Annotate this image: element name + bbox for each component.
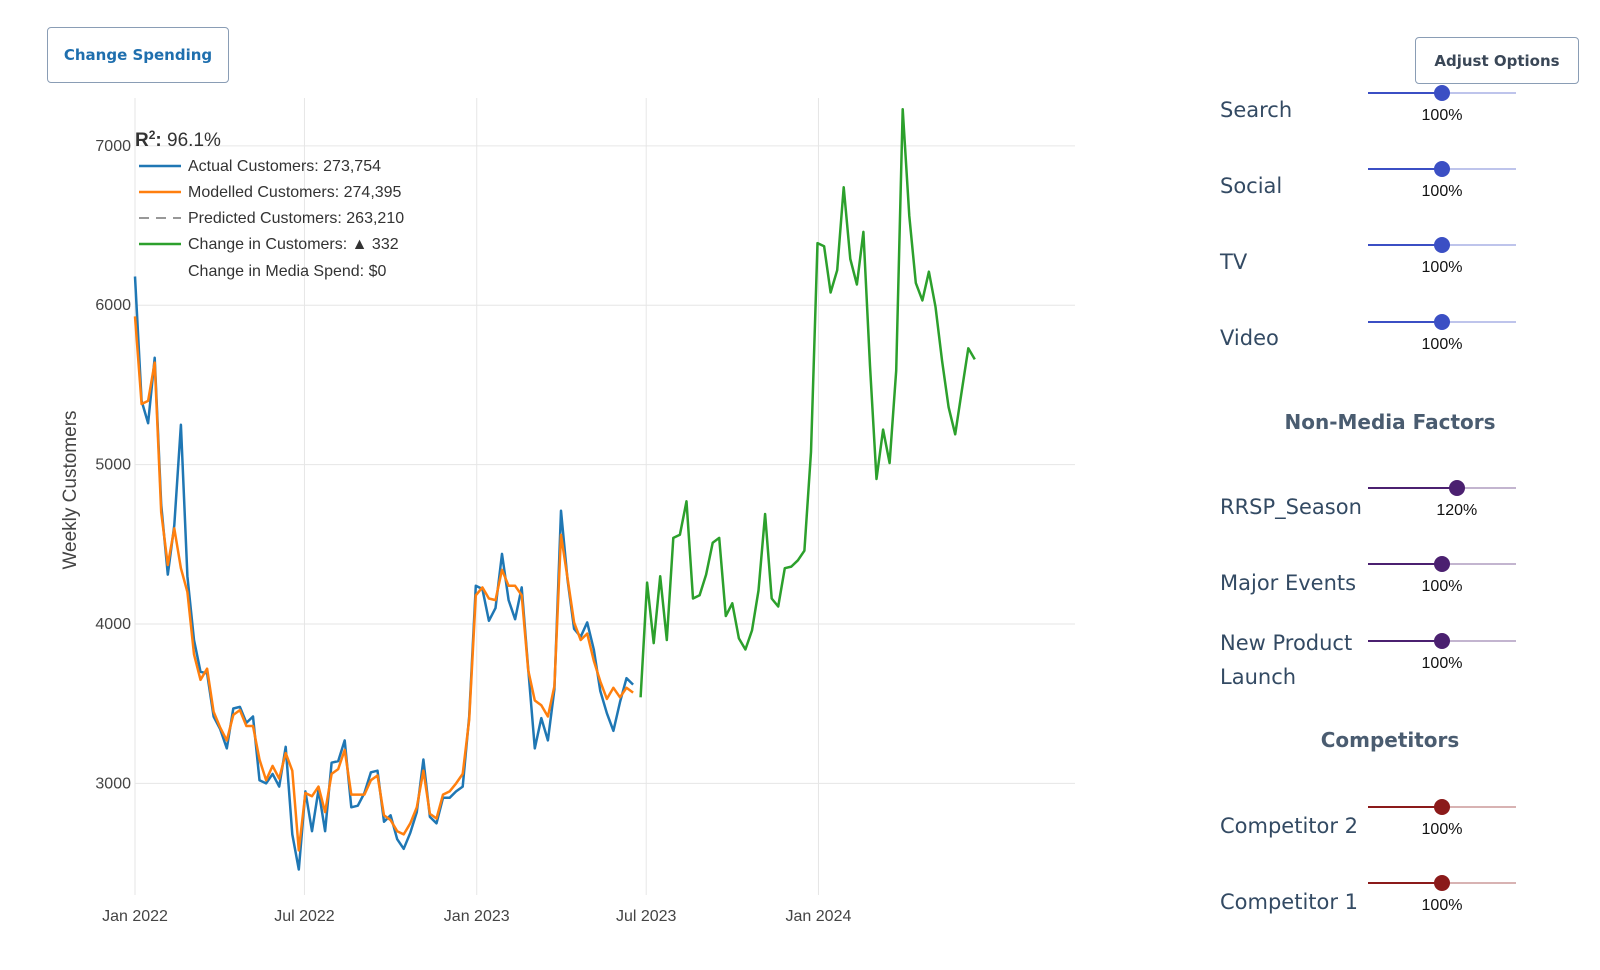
- y-tick-label: 3000: [95, 775, 131, 792]
- slider-nonmedia-1-value: 100%: [1421, 578, 1463, 595]
- x-tick-label: Jan 2023: [444, 908, 510, 925]
- slider-search-value: 100%: [1421, 107, 1463, 124]
- slider-label-launch: Launch: [1220, 665, 1297, 689]
- legend-change-spend: Change in Media Spend: $0: [188, 263, 386, 280]
- r2-readout: R2: 96.1%: [135, 128, 221, 151]
- slider-social-handle[interactable]: [1434, 161, 1450, 177]
- slider-nonmedia-0-value: 120%: [1436, 502, 1478, 519]
- chart-legend: R2: 96.1% Actual Customers: 273,754 Mode…: [135, 128, 404, 280]
- line-chart: 3000 4000 5000 6000 7000 Jan 2022 Jul 2022 Jan …: [60, 98, 1075, 925]
- slider-label-competitor-2: Competitor 2: [1220, 814, 1359, 838]
- slider-label-search: Search: [1220, 98, 1293, 122]
- slider-label-competitor-1: Competitor 1: [1220, 890, 1359, 914]
- y-axis-label: Weekly Customers: [60, 410, 81, 569]
- r2-colon: :: [155, 130, 161, 151]
- legend-predicted: Predicted Customers: 263,210: [188, 210, 404, 227]
- x-tick-label: Jan 2024: [786, 908, 852, 925]
- slider-tv-value: 100%: [1421, 259, 1463, 276]
- slider-label-tv: TV: [1220, 250, 1248, 274]
- slider-competitor-0-value: 100%: [1421, 821, 1463, 838]
- slider-nonmedia-0-track[interactable]: [1368, 487, 1516, 489]
- slider-video-handle[interactable]: [1434, 314, 1450, 330]
- slider-video-value: 100%: [1421, 336, 1463, 353]
- slider-label-major-events: Major Events: [1220, 571, 1357, 595]
- competitors-heading: Competitors: [1320, 728, 1460, 752]
- slider-competitor-0-handle[interactable]: [1434, 799, 1450, 815]
- y-tick-label: 7000: [95, 138, 131, 155]
- adjust-options-button[interactable]: Adjust Options: [1415, 37, 1579, 84]
- slider-nonmedia-2-handle[interactable]: [1434, 633, 1450, 649]
- slider-label-new-product: New Product: [1220, 631, 1353, 655]
- chart-axes: 3000 4000 5000 6000 7000 Jan 2022 Jul 2022 Jan …: [95, 138, 851, 925]
- slider-label-video: Video: [1220, 326, 1279, 350]
- r2-value: 96.1%: [162, 130, 221, 151]
- series-line-change-in-customers: [639, 107, 976, 698]
- change-spending-button[interactable]: Change Spending: [47, 27, 229, 83]
- slider-label-rrsp: RRSP_Season: [1220, 495, 1362, 519]
- slider-tv-handle[interactable]: [1434, 237, 1450, 253]
- slider-nonmedia-2-value: 100%: [1421, 655, 1463, 672]
- x-tick-label: Jul 2023: [616, 908, 677, 925]
- y-tick-label: 4000: [95, 616, 131, 633]
- legend-actual: Actual Customers: 273,754: [188, 158, 381, 175]
- non-media-heading: Non-Media Factors: [1284, 410, 1496, 434]
- legend-modelled: Modelled Customers: 274,395: [188, 184, 402, 201]
- y-tick-label: 6000: [95, 297, 131, 314]
- slider-label-social: Social: [1220, 174, 1283, 198]
- series-line-modelled-customers: [133, 316, 634, 852]
- chart-grid: [134, 98, 1075, 895]
- y-tick-label: 5000: [95, 457, 131, 474]
- slider-competitor-1-value: 100%: [1421, 897, 1463, 914]
- slider-search-handle[interactable]: [1434, 85, 1450, 101]
- slider-competitor-1-handle[interactable]: [1434, 875, 1450, 891]
- slider-nonmedia-0-handle[interactable]: [1448, 480, 1465, 496]
- slider-nonmedia-1-handle[interactable]: [1434, 556, 1450, 572]
- slider-social-value: 100%: [1421, 183, 1463, 200]
- legend-change-customers: Change in Customers: ▲ 332: [188, 236, 399, 253]
- chart-series: [133, 107, 976, 871]
- x-tick-label: Jan 2022: [102, 908, 168, 925]
- x-tick-label: Jul 2022: [274, 908, 335, 925]
